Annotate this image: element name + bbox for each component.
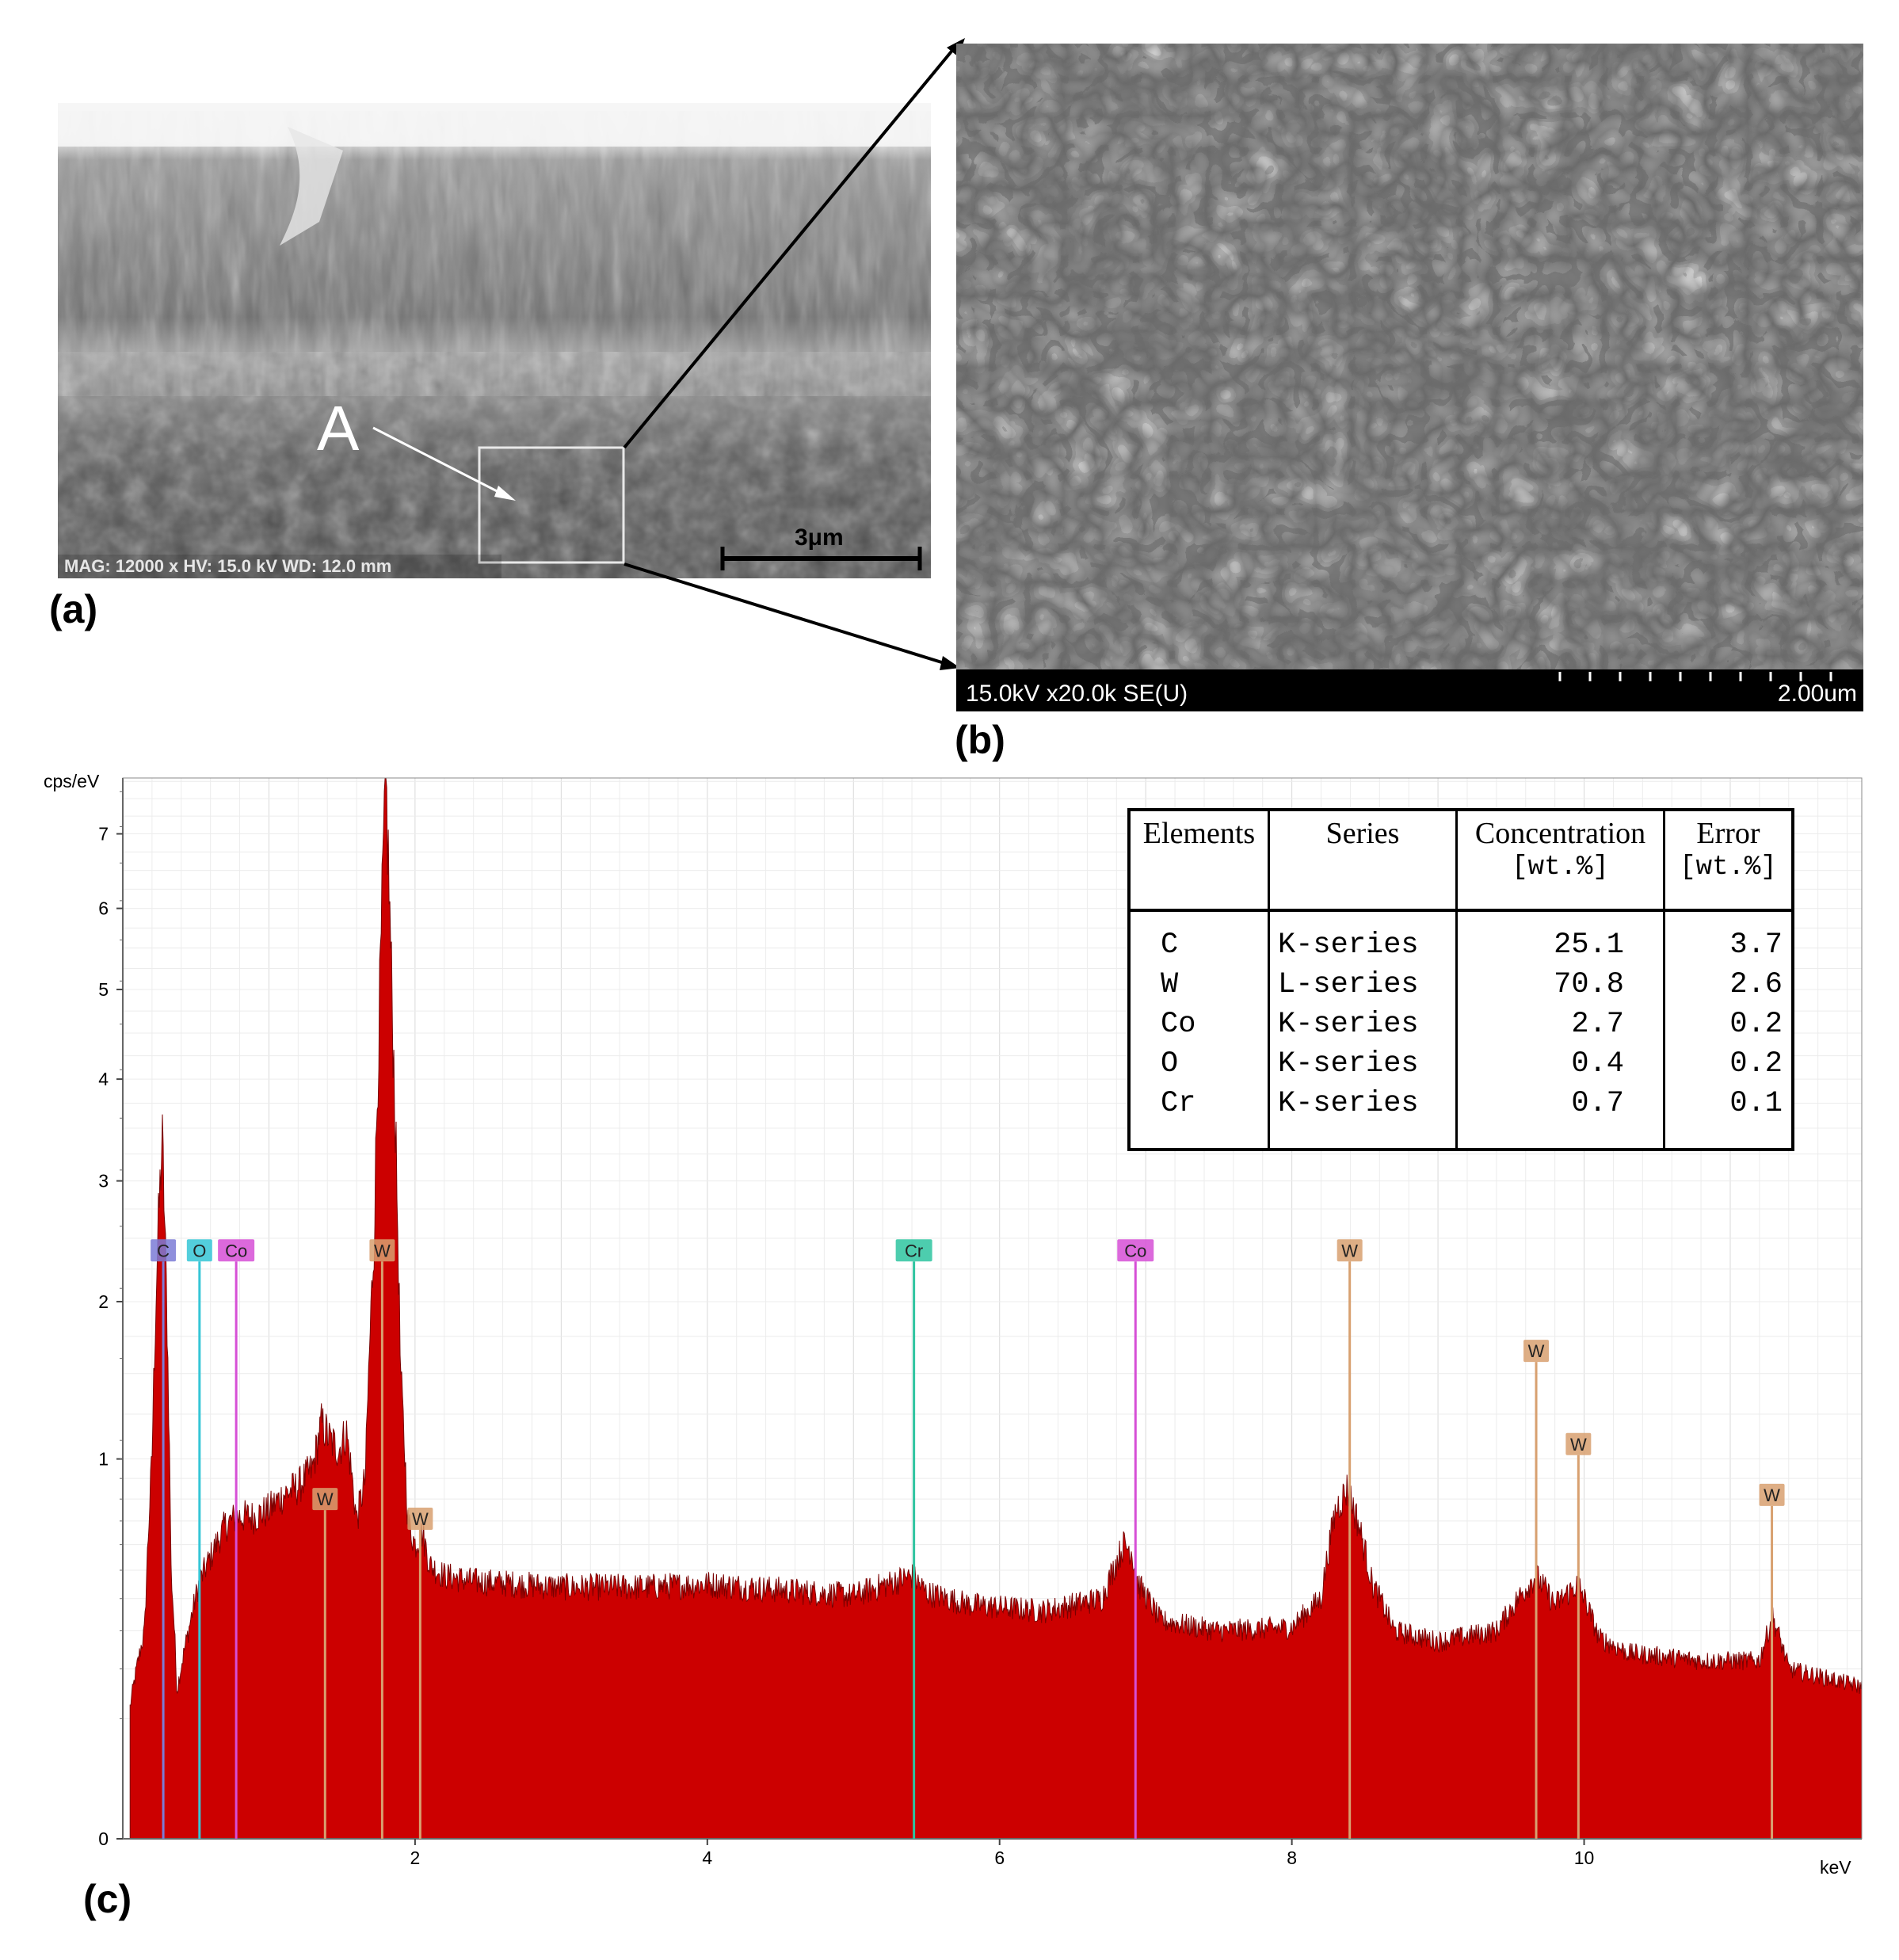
- table-header-series: Series: [1325, 817, 1400, 850]
- element-label-box: [186, 1239, 212, 1262]
- cell-concentration: 0.4: [1571, 1047, 1624, 1081]
- y-tick-label: 3: [98, 1171, 109, 1192]
- x-tick-label: 6: [994, 1848, 1005, 1868]
- element-label: O: [193, 1241, 206, 1260]
- cell-element: Co: [1161, 1008, 1196, 1041]
- element-label-box: [369, 1239, 395, 1262]
- element-label: Co: [225, 1241, 247, 1260]
- element-label-box: [1117, 1239, 1154, 1262]
- plot-frame: [122, 777, 1863, 1840]
- y-tick-label: 2: [98, 1291, 109, 1312]
- zoom-arrows: [623, 38, 965, 670]
- cell-error: 0.2: [1729, 1047, 1783, 1081]
- panel-label-c: (c): [83, 1877, 132, 1921]
- cell-error: 2.6: [1729, 968, 1783, 1001]
- panel-label-a: (a): [49, 587, 98, 631]
- table-header-elements: Elements: [1142, 817, 1256, 850]
- element-label-box: [1337, 1239, 1363, 1262]
- cell-error: 3.7: [1729, 929, 1783, 962]
- y-tick-label: 0: [98, 1828, 109, 1849]
- sem-a-info-bar: MAG: 12000 x HV: 15.0 kV WD: 12.0 mm: [64, 556, 391, 576]
- chart-axes: [122, 777, 1863, 1840]
- element-label: W: [1341, 1241, 1358, 1260]
- table-unit-error: [wt.%]: [1680, 852, 1777, 883]
- cell-series: K-series: [1278, 1087, 1419, 1120]
- x-tick-label: 4: [702, 1848, 712, 1868]
- eds-composition-table: Elements Series Concentration [wt.%] Err…: [1127, 808, 1794, 1151]
- scale-bar-label-a: 3μm: [795, 524, 844, 551]
- element-label-box: [407, 1508, 433, 1531]
- element-label: W: [374, 1241, 391, 1260]
- panel-label-b: (b): [955, 718, 1005, 762]
- element-label: Co: [1124, 1241, 1146, 1260]
- cell-series: L-series: [1278, 968, 1419, 1001]
- table-header-error: Error: [1696, 817, 1760, 850]
- element-label-box: [312, 1488, 338, 1511]
- chart-ticks: 2 4 6 8 10 0 1 2 3 4 5 6 7: [98, 791, 1594, 1868]
- cell-element: O: [1161, 1047, 1179, 1081]
- element-label-box: [218, 1239, 255, 1262]
- cell-concentration: 25.1: [1554, 929, 1624, 962]
- cell-element: W: [1161, 968, 1179, 1001]
- y-tick-label: 6: [98, 898, 109, 919]
- element-label: W: [1570, 1435, 1587, 1455]
- x-tick-label: 10: [1574, 1848, 1595, 1868]
- y-axis-label: cps/eV: [44, 771, 100, 791]
- sem-b-info-left: 15.0kV x20.0k SE(U): [966, 681, 1188, 707]
- element-markers: C O Co W W W Cr Co W W W W: [151, 1239, 1785, 1839]
- x-axis-label: keV: [1820, 1857, 1851, 1878]
- cell-element: Cr: [1161, 1087, 1196, 1120]
- cell-series: K-series: [1278, 1047, 1419, 1081]
- y-tick-label: 4: [98, 1069, 109, 1089]
- cell-concentration: 70.8: [1554, 968, 1624, 1001]
- cell-series: K-series: [1278, 1008, 1419, 1041]
- x-tick-label: 8: [1287, 1848, 1297, 1868]
- element-label: W: [1528, 1341, 1545, 1361]
- sem-b-scale-ticks: [1558, 672, 1832, 681]
- sem-b-scale-label: 2.00um: [1778, 681, 1857, 707]
- table-header-concentration: Concentration: [1474, 817, 1646, 850]
- element-label-box: [1565, 1432, 1592, 1455]
- spectrum-series-area: [129, 777, 1863, 1840]
- cell-error: 0.2: [1729, 1008, 1783, 1041]
- y-tick-label: 1: [98, 1449, 109, 1470]
- element-label: W: [412, 1509, 429, 1529]
- cell-concentration: 2.7: [1571, 1008, 1624, 1041]
- spectrum-area: [129, 777, 1863, 1840]
- sem-image-surface: 15.0kV x20.0k SE(U) 2.00um: [956, 44, 1863, 711]
- feature-marker-label: A: [317, 393, 360, 463]
- element-label: W: [317, 1489, 334, 1509]
- y-tick-label: 7: [98, 824, 109, 845]
- element-label-box: [151, 1239, 177, 1262]
- table-unit-concentration: [wt.%]: [1512, 852, 1609, 883]
- element-label: Cr: [905, 1241, 923, 1260]
- y-tick-label: 5: [98, 979, 109, 1000]
- element-label: C: [157, 1241, 170, 1260]
- cell-error: 0.1: [1729, 1087, 1783, 1120]
- cell-series: K-series: [1278, 929, 1419, 962]
- cell-element: C: [1161, 929, 1179, 962]
- cell-concentration: 0.7: [1571, 1087, 1624, 1120]
- element-label-box: [895, 1239, 932, 1262]
- x-tick-label: 2: [410, 1848, 421, 1868]
- element-label-box: [1759, 1483, 1785, 1506]
- element-label-box: [1523, 1340, 1550, 1363]
- element-label: W: [1764, 1485, 1780, 1505]
